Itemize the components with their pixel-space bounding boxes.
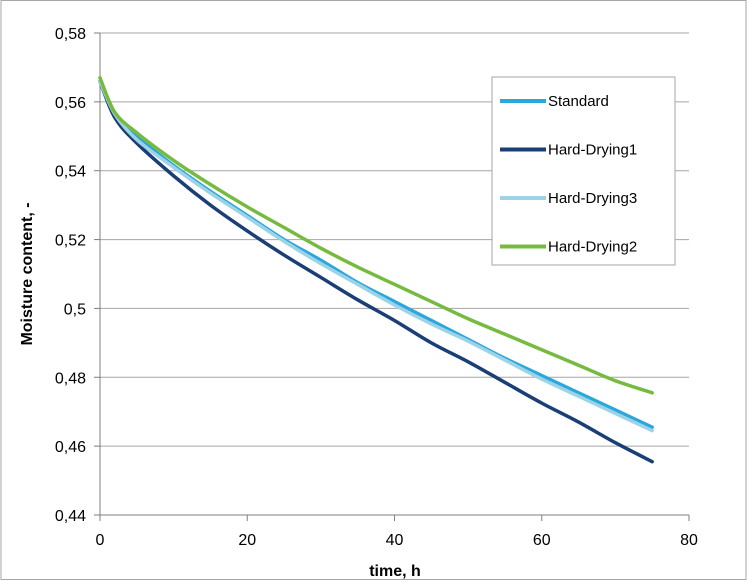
- tick-labels: 0,44 0,46 0,48 0,5 0,52 0,54 0,56 0,58 0 20 40 60 80: [55, 26, 698, 549]
- x-tick-label: 0: [96, 532, 105, 549]
- series-line-hard-drying2: [98, 76, 654, 395]
- y-tick-label: 0,54: [55, 164, 86, 181]
- y-tick-label: 0,56: [55, 95, 86, 112]
- legend: Standard Hard-Drying1 Hard-Drying3 Hard-Dry…: [491, 76, 676, 266]
- y-tick-label: 0,52: [55, 233, 86, 250]
- y-tick-label: 0,48: [55, 370, 86, 387]
- y-tick-label: 0,58: [55, 26, 86, 43]
- x-tick-label: 20: [238, 532, 256, 549]
- y-tick-label: 0,44: [55, 508, 86, 525]
- x-axis-title: time, h: [369, 563, 421, 580]
- legend-label: Hard-Drying2: [548, 239, 637, 256]
- y-tick-label: 0,46: [55, 439, 86, 456]
- legend-box: [491, 76, 676, 266]
- series-line-hard-drying1: [98, 79, 654, 464]
- legend-label: Hard-Drying3: [548, 190, 637, 207]
- y-tick-label: 0,5: [64, 301, 86, 318]
- x-tick-label: 40: [386, 532, 404, 549]
- legend-label: Hard-Drying1: [548, 142, 637, 159]
- x-tick-label: 60: [533, 532, 551, 549]
- series-lines: [98, 76, 654, 464]
- series-line-hard-drying3: [98, 79, 654, 433]
- legend-label: Standard: [548, 93, 609, 110]
- y-axis-title: Moisture content, -: [19, 202, 36, 345]
- axes: [94, 32, 690, 521]
- x-tick-label: 80: [680, 532, 698, 549]
